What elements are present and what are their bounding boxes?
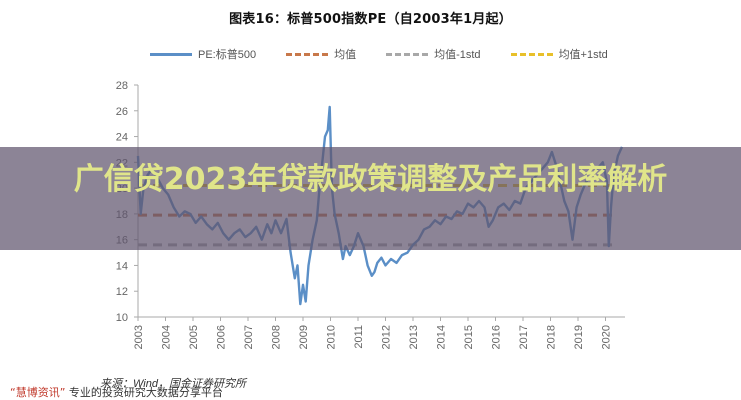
legend-line-dashed-icon xyxy=(286,52,329,56)
x-tick-label: 2009 xyxy=(298,325,310,349)
legend-item-mean-plus-std: 均值+1std xyxy=(510,46,608,62)
watermark-text: 专业的投资研究大数据分享平台 xyxy=(68,386,223,399)
x-tick-label: 2010 xyxy=(326,325,338,349)
x-tick-label: 2015 xyxy=(463,325,475,349)
chart-legend: PE:标普500 均值 均值-1std 均值+1std xyxy=(150,46,638,62)
x-tick-label: 2016 xyxy=(491,325,503,349)
watermark: “慧博资讯” 专业的投资研究大数据分享平台 xyxy=(10,384,223,400)
legend-label: 均值+1std xyxy=(558,49,608,61)
x-tick-label: 2004 xyxy=(161,325,173,349)
x-axis: 2003 2004 2005 2006 2007 2008 2009 2010 2011 2012… xyxy=(133,316,625,349)
y-tick-label: 10 xyxy=(116,312,128,324)
y-tick-label: 12 xyxy=(116,286,128,298)
legend-label: 均值 xyxy=(334,49,357,61)
x-tick-label: 2014 xyxy=(436,325,448,349)
x-tick-label: 2017 xyxy=(518,325,530,349)
x-tick-label: 2011 xyxy=(353,325,365,349)
chart-title: 图表16：标普500指数PE（自2003年1月起） xyxy=(229,12,512,27)
y-tick-label: 26 xyxy=(116,106,128,118)
legend-item-mean: 均值 xyxy=(286,46,356,62)
overlay-banner-text: 广信贷2023年贷款政策调整及产品利率解析 xyxy=(73,162,668,197)
y-tick-label: 24 xyxy=(116,132,128,144)
x-tick-label: 2020 xyxy=(601,325,613,349)
legend-item-pe: PE:标普500 xyxy=(150,46,256,62)
x-tick-label: 2007 xyxy=(243,325,255,349)
legend-item-mean-minus-std: 均值-1std xyxy=(386,46,481,62)
legend-line-dashed-icon xyxy=(386,52,429,56)
x-tick-label: 2005 xyxy=(188,325,200,349)
source-note: 来源：Wind，国金证券研究所 xyxy=(100,378,246,390)
legend-line-dashed-icon xyxy=(510,52,553,56)
x-tick-label: 2013 xyxy=(408,325,420,349)
x-tick-label: 2008 xyxy=(271,325,283,349)
y-tick-label: 14 xyxy=(116,260,128,272)
legend-label: 均值-1std xyxy=(434,49,481,61)
x-tick-label: 2012 xyxy=(381,325,393,349)
x-tick-label: 2003 xyxy=(133,325,145,349)
y-tick-label: 28 xyxy=(116,80,128,92)
x-tick-label: 2006 xyxy=(216,325,228,349)
x-tick-label: 2018 xyxy=(546,325,558,349)
legend-label: PE:标普500 xyxy=(198,49,257,61)
x-tick-label: 2019 xyxy=(573,325,585,349)
watermark-brand: “慧博资讯” xyxy=(10,386,66,399)
overlay-banner xyxy=(0,147,741,250)
legend-line-solid-icon xyxy=(150,52,192,56)
